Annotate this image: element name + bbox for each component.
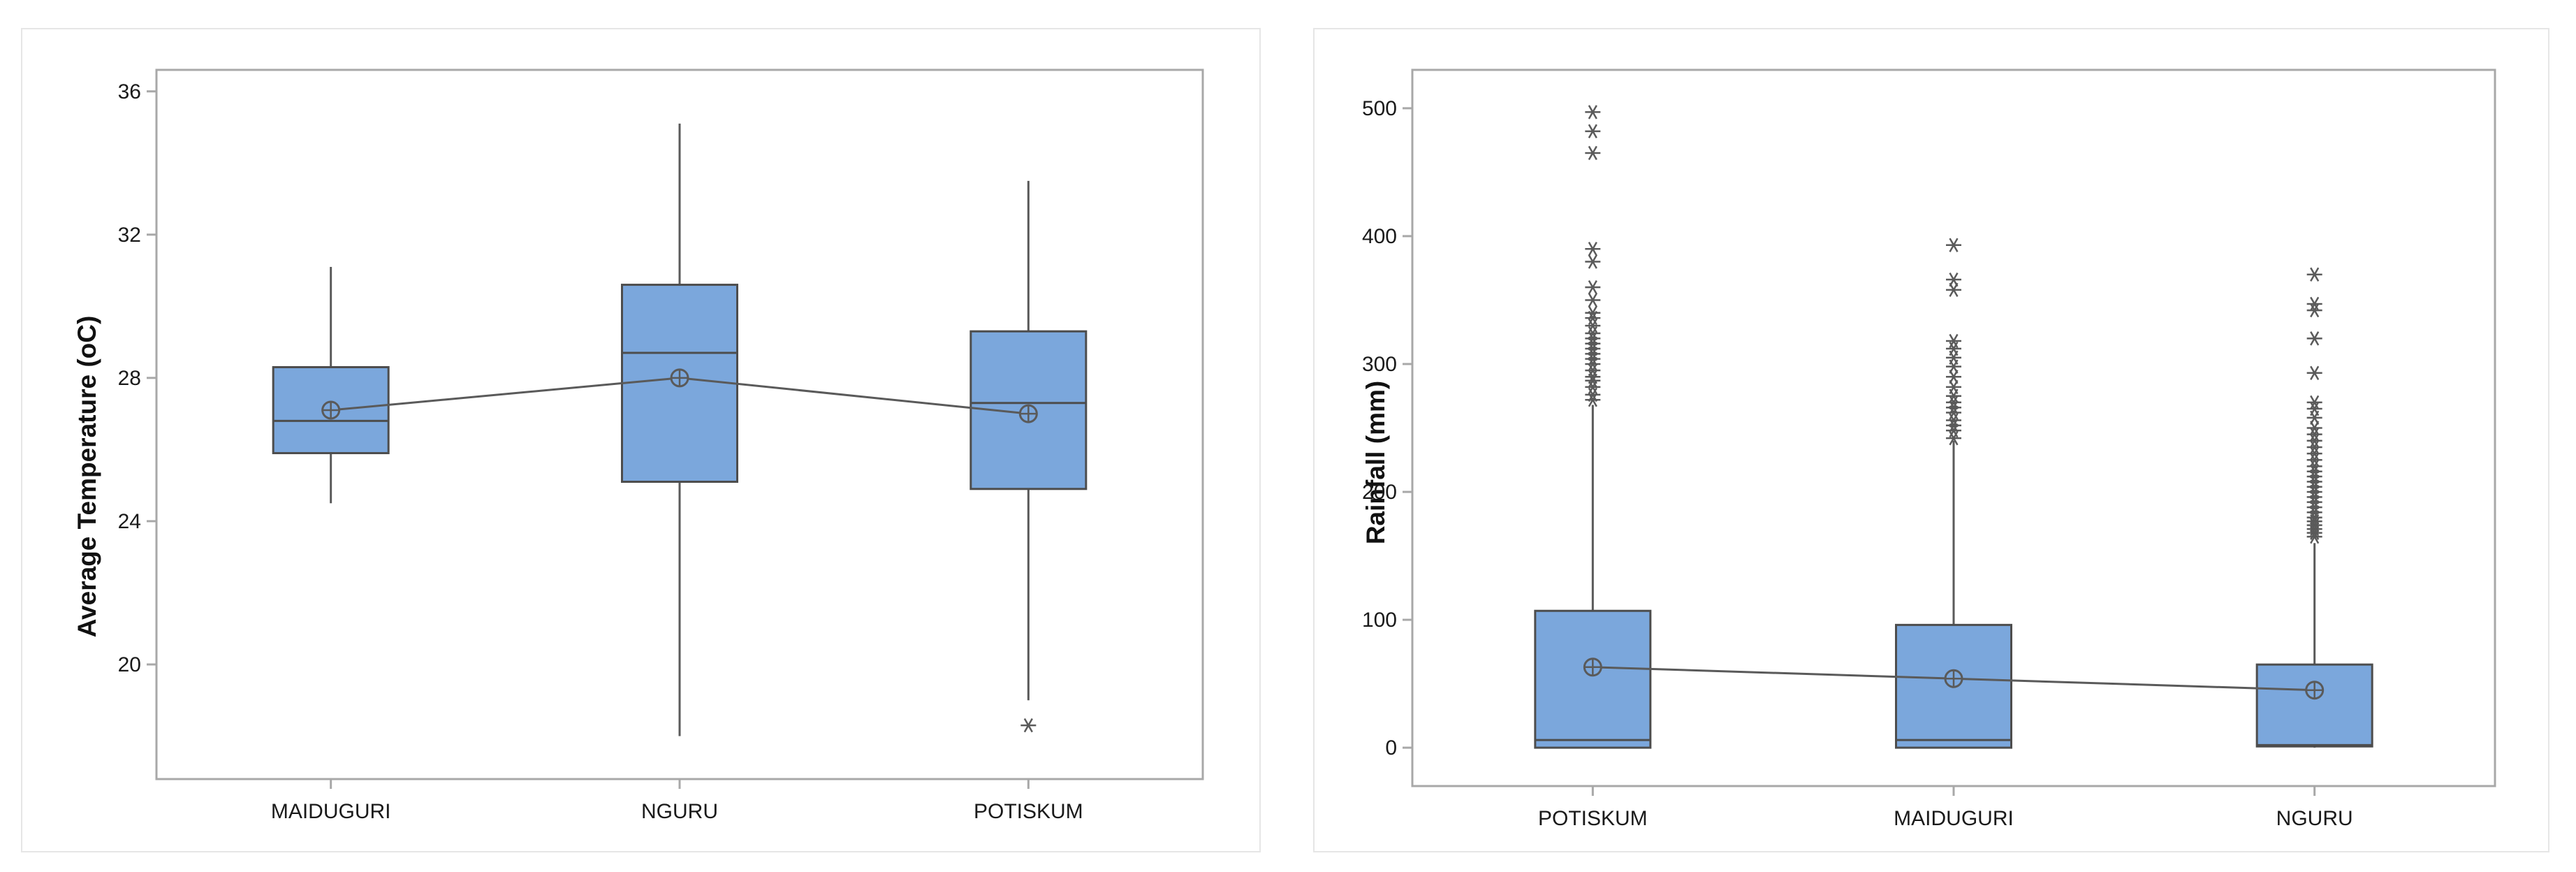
y-tick-label: 400 — [1362, 225, 1397, 248]
outlier-asterisk — [2306, 433, 2322, 448]
y-tick-label: 500 — [1362, 97, 1397, 120]
outlier-asterisk — [2306, 331, 2322, 346]
rainfall-boxplot: Rainfall (mm) 0 100 200 300 400 500 POTISKUM MA… — [1361, 68, 2496, 830]
y-tick-label: 32 — [118, 224, 141, 247]
outlier-asterisk — [1585, 305, 1601, 320]
y-tick-label: 36 — [118, 80, 141, 103]
iqr-box — [2255, 663, 2373, 748]
outlier-asterisk — [1585, 124, 1601, 139]
outlier-asterisk — [1946, 341, 1961, 356]
outlier-asterisk — [2306, 439, 2322, 455]
iqr-box — [1534, 609, 1652, 749]
outlier-asterisk — [2306, 453, 2322, 467]
outlier-asterisk — [1946, 370, 1961, 384]
outlier-asterisk — [2306, 446, 2322, 461]
outlier-asterisk — [2306, 401, 2322, 416]
outlier-asterisk — [2306, 267, 2322, 282]
outlier-asterisk — [1946, 272, 1961, 287]
outlier-asterisk — [1946, 282, 1961, 298]
outlier-asterisk — [1585, 293, 1601, 307]
outlier-asterisk — [1020, 718, 1037, 733]
outlier-asterisk — [2306, 410, 2322, 426]
x-tick-label: POTISKUM — [1538, 807, 1648, 830]
x-tick-label: POTISKUM — [974, 800, 1083, 823]
temperature-chart-panel: Average Temperature (oC) 20 24 28 32 36 MAIDU… — [21, 28, 1261, 852]
y-tick-label: 200 — [1362, 481, 1397, 504]
outlier-asterisk — [2306, 296, 2322, 312]
outlier-asterisk — [1585, 363, 1601, 378]
outlier-asterisk — [1585, 254, 1601, 269]
rainfall-chart-panel: Rainfall (mm) 0 100 200 300 400 500 POTISKUM MA… — [1313, 28, 2549, 852]
y-tick-label: 100 — [1362, 609, 1397, 632]
x-tick-label: MAIDUGURI — [1894, 807, 2014, 830]
outlier-asterisk — [1946, 395, 1961, 410]
outlier-asterisk — [1946, 350, 1961, 365]
outlier-asterisk — [2306, 459, 2322, 474]
y-tick-label: 28 — [118, 367, 141, 390]
x-tick-label: MAIDUGURI — [271, 800, 391, 823]
outlier-asterisk — [2306, 365, 2322, 380]
outlier-asterisk — [1946, 359, 1961, 374]
outlier-asterisk — [1585, 105, 1601, 119]
y-axis-title: Average Temperature (oC) — [73, 316, 101, 638]
y-tick-label: 300 — [1362, 353, 1397, 376]
outlier-asterisk — [1946, 333, 1961, 349]
outlier-asterisk — [1585, 279, 1601, 295]
x-tick-label: NGURU — [641, 800, 718, 823]
x-tick-label: NGURU — [2276, 807, 2353, 830]
outlier-asterisk — [1946, 238, 1961, 252]
outlier-asterisk — [2306, 427, 2322, 442]
y-tick-label: 0 — [1385, 736, 1397, 760]
outlier-asterisk — [1585, 370, 1601, 384]
outlier-asterisk — [1946, 379, 1961, 395]
outlier-asterisk — [1585, 242, 1601, 256]
outlier-asterisk — [2306, 395, 2322, 410]
y-axis-title: Rainfall (mm) — [1361, 381, 1390, 544]
temperature-boxplot: Average Temperature (oC) 20 24 28 32 36 MAIDU… — [73, 68, 1204, 823]
y-tick-label: 20 — [118, 653, 141, 676]
outlier-asterisk — [2306, 303, 2322, 318]
y-tick-label: 24 — [118, 510, 141, 533]
outlier-asterisk — [1585, 145, 1601, 161]
outlier-asterisk — [1585, 318, 1601, 333]
